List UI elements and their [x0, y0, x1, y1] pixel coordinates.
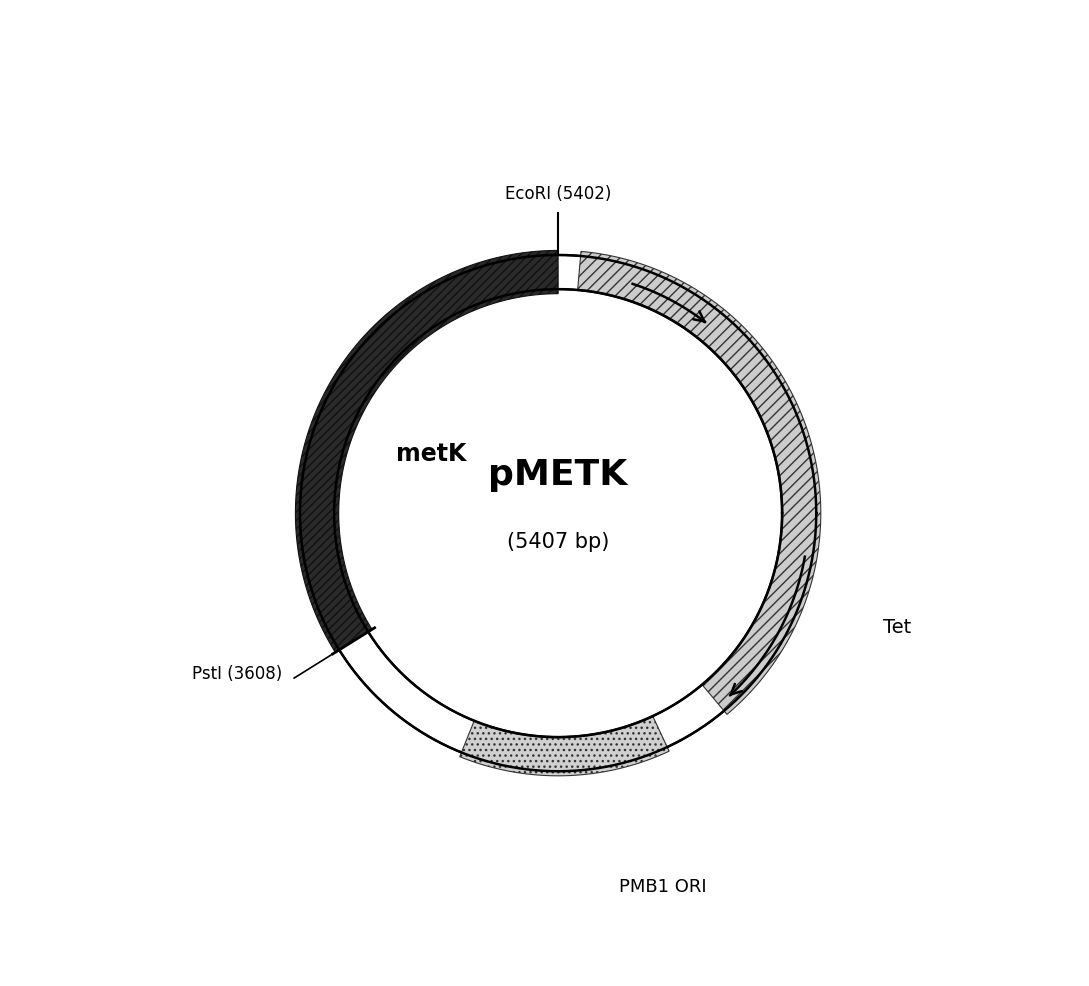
- Polygon shape: [577, 251, 821, 714]
- Polygon shape: [295, 250, 558, 653]
- Text: metK: metK: [395, 442, 466, 465]
- Text: Tet: Tet: [883, 618, 911, 637]
- Text: PMB1 ORI: PMB1 ORI: [619, 878, 707, 895]
- Text: PstI (3608): PstI (3608): [193, 666, 283, 683]
- Text: EcoRI (5402): EcoRI (5402): [505, 185, 611, 203]
- Text: (5407 bp): (5407 bp): [506, 532, 610, 552]
- Text: pMETK: pMETK: [489, 458, 627, 492]
- Polygon shape: [460, 717, 669, 776]
